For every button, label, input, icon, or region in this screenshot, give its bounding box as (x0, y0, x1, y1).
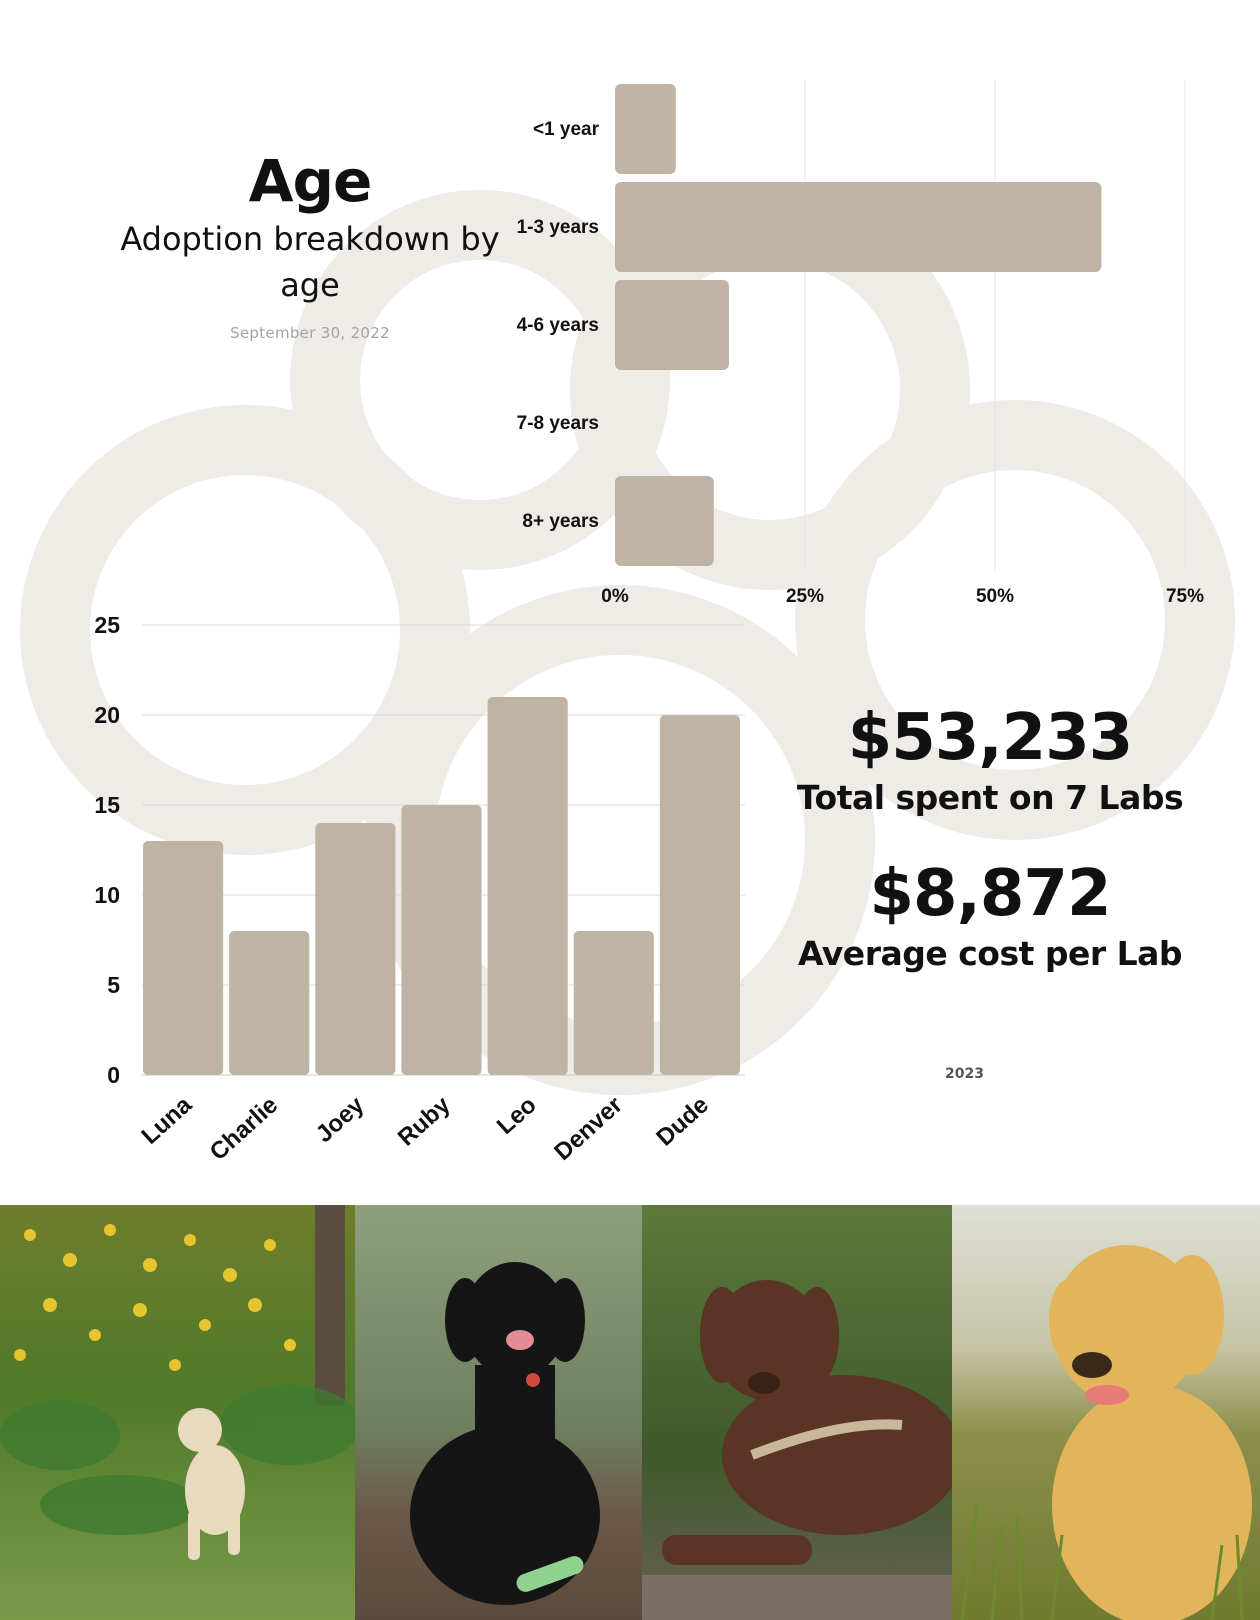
name-y-tick-label: 25 (94, 612, 120, 638)
age-category-label: 8+ years (522, 511, 599, 532)
age-category-label: 4-6 years (517, 315, 599, 336)
stats-block: $53,233 Total spent on 7 Labs $8,872 Ave… (770, 700, 1210, 1012)
yellow-lab-running-photo (0, 1205, 355, 1620)
black-lab-sitting-photo (355, 1205, 642, 1620)
name-category-label: Joey (311, 1091, 370, 1148)
age-bar (615, 476, 714, 566)
year-label: 2023 (945, 1066, 984, 1082)
age-bar (615, 280, 729, 370)
average-cost-label: Average cost per Lab (797, 934, 1183, 973)
name-category-label: Charlie (205, 1091, 284, 1166)
name-y-tick-label: 0 (107, 1062, 120, 1088)
name-y-tick-label: 15 (94, 792, 120, 818)
age-bar (615, 182, 1102, 272)
name-bar (573, 931, 654, 1075)
average-cost-value: $8,872 (869, 857, 1112, 931)
name-bar (487, 697, 568, 1075)
page-title: Age (248, 147, 373, 215)
name-bar (229, 931, 310, 1075)
age-category-label: <1 year (533, 119, 600, 140)
name-y-tick-label: 20 (94, 702, 120, 728)
yellow-lab-field-photo (952, 1205, 1260, 1620)
age-category-label: 1-3 years (517, 217, 599, 238)
name-y-tick-label: 5 (107, 972, 120, 998)
age-bar (615, 84, 676, 174)
age-breakdown-chart: 0% 25% 50% 75% <1 year 1-3 years 4-6 years 7-8 … (517, 80, 1204, 607)
name-bar (659, 715, 740, 1075)
name-category-label: Dude (651, 1091, 714, 1151)
name-category-label: Denver (549, 1091, 628, 1166)
name-bar (315, 823, 396, 1075)
name-bar (401, 805, 482, 1075)
age-x-tick-label: 50% (976, 586, 1014, 607)
name-category-label: Luna (136, 1091, 197, 1150)
name-y-tick-label: 10 (94, 882, 120, 908)
page-date: September 30, 2022 (230, 324, 390, 342)
total-spent-value: $53,233 (847, 701, 1134, 775)
name-category-label: Leo (492, 1091, 542, 1140)
age-category-label: 7-8 years (517, 413, 599, 434)
age-x-tick-label: 0% (601, 586, 629, 607)
chocolate-lab-lying-photo (642, 1205, 952, 1620)
name-category-label: Ruby (393, 1091, 456, 1152)
title-block: Age Adoption breakdown by age September … (120, 148, 500, 342)
name-bar (143, 841, 224, 1075)
photo-strip (0, 1205, 1260, 1620)
lab-values-chart: 0 5 10 15 20 25 Luna Charlie Joey Ruby Leo Denver Du… (94, 612, 745, 1166)
total-spent-label: Total spent on 7 Labs (796, 778, 1184, 817)
age-x-tick-label: 25% (786, 586, 824, 607)
age-x-tick-label: 75% (1166, 586, 1204, 607)
page-subtitle: Adoption breakdown by age (120, 220, 500, 304)
